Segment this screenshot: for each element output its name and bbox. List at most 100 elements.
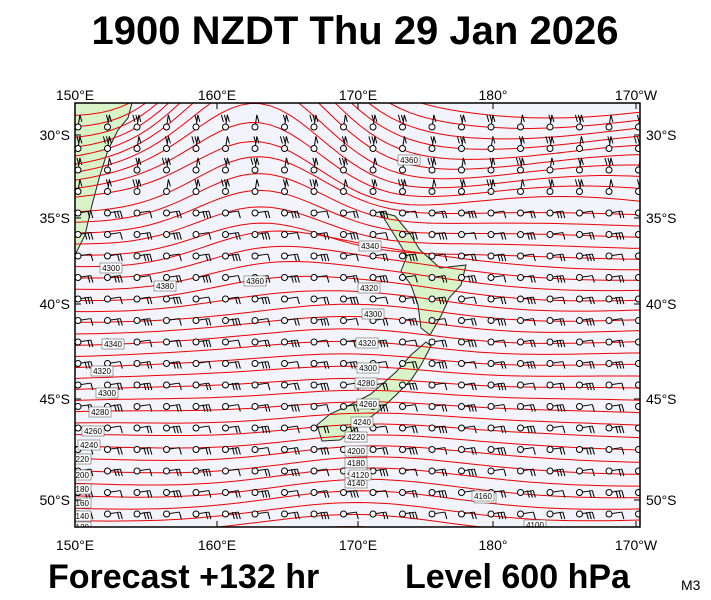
barb-tick xyxy=(146,296,150,305)
barb-tick xyxy=(90,210,94,219)
station xyxy=(133,510,141,518)
barb-tick xyxy=(577,157,581,166)
station xyxy=(222,381,229,389)
barb-tick xyxy=(175,210,179,219)
barb-tick xyxy=(267,404,271,412)
barb-tick xyxy=(90,275,94,283)
station xyxy=(192,403,200,410)
station xyxy=(517,424,524,432)
barb-tick xyxy=(556,404,560,412)
barb-tick xyxy=(526,425,530,434)
barb-tick xyxy=(143,511,147,520)
barb-tick xyxy=(438,425,442,434)
barb-tick xyxy=(618,296,622,305)
barb-tick xyxy=(621,339,625,348)
station xyxy=(222,274,229,281)
station xyxy=(458,274,465,281)
station xyxy=(576,295,583,303)
barb-tick xyxy=(411,382,415,391)
lat-label-left: 35°S xyxy=(39,210,70,226)
contour-label-box xyxy=(101,338,125,350)
barb-tick xyxy=(618,232,622,240)
barb-tick xyxy=(551,136,555,144)
barb-tick xyxy=(500,447,504,455)
barb-tick xyxy=(323,296,327,305)
station xyxy=(635,295,640,303)
barb-tick xyxy=(503,468,507,477)
contour-label: 4360 xyxy=(246,277,264,286)
barb-tick xyxy=(500,318,504,326)
barb-tick xyxy=(119,468,123,477)
barb-tick xyxy=(591,382,595,391)
barb-tick xyxy=(237,361,241,369)
barb-tick xyxy=(208,490,212,498)
barb-tick xyxy=(559,210,563,219)
barb-tick xyxy=(532,253,536,262)
contour-label: 4240 xyxy=(80,441,98,450)
station xyxy=(310,166,318,174)
barb-tick xyxy=(178,232,182,240)
barb-tick xyxy=(178,511,182,520)
station xyxy=(104,252,111,260)
station xyxy=(251,381,259,389)
barb-tick xyxy=(651,233,653,240)
barb-tick xyxy=(473,382,477,391)
station xyxy=(369,123,377,131)
barb-tick xyxy=(473,447,477,455)
station xyxy=(546,510,554,518)
station xyxy=(75,166,82,174)
barb-tick xyxy=(164,157,168,166)
barb-tick xyxy=(529,361,533,369)
barb-tick xyxy=(374,136,378,144)
barb-tick xyxy=(208,361,212,369)
barb-tick xyxy=(532,318,536,326)
barb-tick xyxy=(467,468,471,477)
barb-tick xyxy=(588,296,592,305)
station xyxy=(369,209,377,217)
barb-tick xyxy=(529,339,533,348)
barb-tick xyxy=(149,210,153,219)
barb-tick xyxy=(234,511,238,520)
station xyxy=(369,252,377,260)
barb-tick xyxy=(119,425,123,434)
barb-tick xyxy=(433,136,437,144)
barb-tick xyxy=(462,157,466,166)
barb-tick xyxy=(368,136,372,144)
barb-tick xyxy=(102,136,106,144)
station xyxy=(340,381,347,389)
barb-tick xyxy=(621,210,625,219)
lon-label-top: 180° xyxy=(479,87,508,103)
barb-tick xyxy=(470,318,474,326)
barb-tick xyxy=(441,468,445,477)
barb-tick xyxy=(323,447,327,455)
station xyxy=(576,424,583,432)
barb-tick xyxy=(175,339,179,348)
station xyxy=(281,231,288,238)
barb-tick xyxy=(503,253,507,262)
station xyxy=(192,123,200,131)
barb-tick xyxy=(178,361,182,369)
station xyxy=(517,360,524,367)
contour-label-box xyxy=(75,497,92,509)
station xyxy=(458,166,465,174)
barb-tick xyxy=(559,382,563,391)
barb-tick xyxy=(591,339,595,348)
barb-tick xyxy=(473,511,477,520)
barb-tick xyxy=(414,468,418,477)
barb-tick xyxy=(444,318,448,326)
station xyxy=(222,145,229,152)
station xyxy=(251,252,259,260)
barb-tick xyxy=(116,210,120,219)
barb-tick xyxy=(352,232,356,240)
barb-tick xyxy=(441,232,445,240)
barb-tick xyxy=(408,253,412,262)
barb-tick xyxy=(323,382,327,391)
barb-tick xyxy=(574,179,578,187)
barb-tick xyxy=(146,253,150,262)
contour-label-box xyxy=(88,406,112,418)
barb-tick xyxy=(444,210,448,219)
barb-tick xyxy=(503,404,507,412)
station xyxy=(222,424,229,432)
barb-tick xyxy=(79,114,83,123)
barb-tick xyxy=(202,339,206,348)
